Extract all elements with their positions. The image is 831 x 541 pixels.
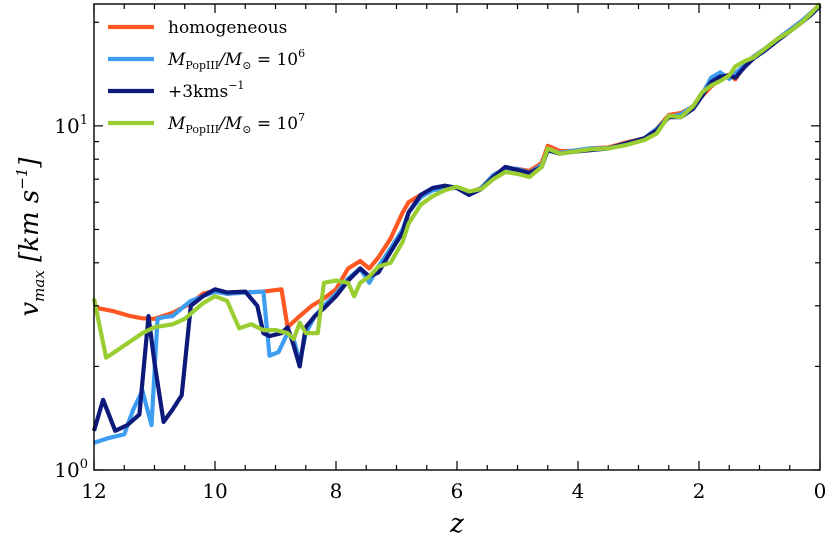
x-tick-label: 4 — [572, 479, 585, 503]
x-tick-label: 6 — [451, 479, 464, 503]
x-tick-label: 0 — [814, 479, 827, 503]
y-tick-label: 101 — [54, 113, 88, 138]
legend-label-4: MPopIII/M⊙ = 107 — [167, 111, 305, 136]
legend-label-1: homogeneous — [168, 18, 287, 38]
x-tick-label: 8 — [330, 479, 343, 503]
legend-label-3: +3kms−1 — [168, 79, 244, 102]
x-tick-label: 12 — [81, 479, 106, 503]
y-tick-label: 100 — [54, 457, 88, 482]
ticks-layer — [93, 4, 821, 471]
series-line-4 — [91, 2, 822, 360]
x-tick-label: 2 — [693, 479, 706, 503]
x-tick-label: 10 — [202, 479, 227, 503]
series-layer — [91, 2, 822, 445]
legend-label-2: MPopIII/M⊙ = 106 — [167, 47, 305, 72]
y-axis-title: vmax [km s−1] — [13, 157, 48, 317]
x-axis-title: z — [449, 509, 464, 539]
legend: homogeneous MPopIII/M⊙ = 106 +3kms−1 MPopII… — [108, 18, 305, 136]
labels-layer: 12 10 8 6 4 2 0 100 101 z vmax [km s−1] — [13, 113, 826, 539]
